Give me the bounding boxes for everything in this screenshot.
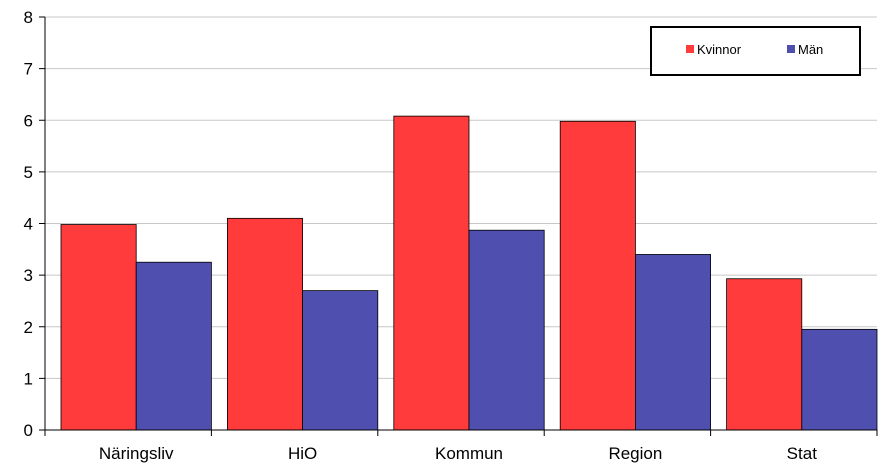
bars (61, 116, 877, 430)
legend-swatch-man (787, 45, 795, 53)
x-tick-label-0: Näringsliv (99, 444, 174, 463)
y-tick-label-6: 6 (24, 111, 33, 130)
y-tick-label-5: 5 (24, 163, 33, 182)
x-tick-label-4: Stat (787, 444, 818, 463)
legend: Kvinnor Män (651, 27, 860, 75)
y-tick-label-8: 8 (24, 8, 33, 27)
legend-box (651, 27, 860, 75)
x-tick-label-2: Kommun (435, 444, 503, 463)
legend-label-kvinnor: Kvinnor (697, 42, 742, 57)
y-tick-label-2: 2 (24, 318, 33, 337)
x-tick-label-1: HiO (288, 444, 317, 463)
bar-kvinnor-2 (394, 116, 469, 430)
y-tick-label-7: 7 (24, 60, 33, 79)
bar-man-4 (802, 329, 877, 430)
x-axis: Näringsliv HiO Kommun Region Stat (45, 430, 877, 463)
legend-label-man: Män (798, 42, 823, 57)
y-tick-label-1: 1 (24, 369, 33, 388)
bar-man-2 (469, 230, 544, 430)
y-axis: 0 1 2 3 4 5 6 7 8 (24, 8, 45, 440)
bar-kvinnor-4 (727, 279, 802, 430)
y-tick-label-4: 4 (24, 215, 33, 234)
bar-kvinnor-3 (560, 121, 635, 430)
bar-man-0 (136, 262, 211, 430)
bar-kvinnor-1 (227, 218, 302, 430)
bar-man-1 (303, 291, 378, 430)
x-tick-label-3: Region (608, 444, 662, 463)
y-tick-label-0: 0 (24, 421, 33, 440)
bar-kvinnor-0 (61, 225, 136, 430)
legend-swatch-kvinnor (686, 45, 694, 53)
bar-man-3 (635, 254, 710, 430)
y-tick-label-3: 3 (24, 266, 33, 285)
